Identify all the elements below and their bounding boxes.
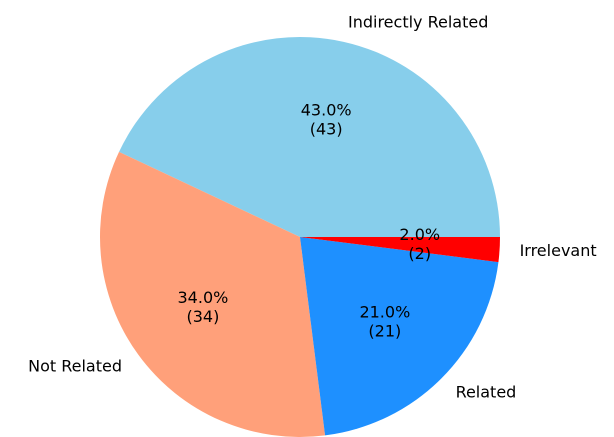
slice-label: Indirectly Related (348, 12, 488, 31)
pie-slice (119, 36, 500, 237)
value-label: 43.0% (43) (301, 100, 352, 138)
pie-slice (99, 151, 326, 437)
slice-label: Related (456, 382, 517, 401)
value-label: 2.0% (2) (399, 224, 440, 262)
pie-slice (300, 237, 500, 263)
slice-label: Not Related (28, 356, 122, 375)
value-label: 21.0% (21) (359, 302, 410, 340)
slice-label: Irrelevant (520, 240, 597, 259)
pie-slice (300, 237, 499, 436)
value-label: 34.0% (34) (178, 287, 229, 325)
